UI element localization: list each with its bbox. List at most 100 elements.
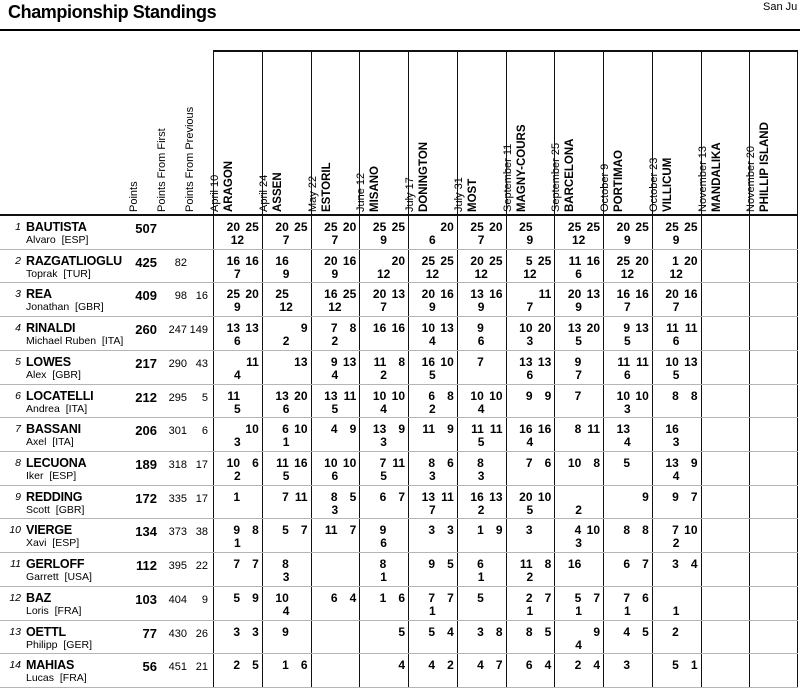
- column-divider: [310, 50, 312, 688]
- race1-points: 20: [567, 287, 582, 302]
- rider-position: 7: [15, 423, 21, 436]
- race1-points: 7: [477, 354, 484, 369]
- rider-position: 1: [15, 221, 21, 233]
- superpole-points: 3: [380, 435, 387, 450]
- rider-nationality: ITA: [60, 403, 87, 415]
- points-from-first: 318: [168, 459, 187, 471]
- race2-points: 9: [447, 422, 454, 437]
- race1-points: 10: [665, 354, 679, 369]
- race2-points: 13: [342, 354, 357, 369]
- race1-points: 16: [519, 422, 533, 437]
- race2-points: 16: [586, 253, 600, 268]
- row-divider: [0, 417, 798, 419]
- round-date: September 25: [550, 142, 563, 212]
- rider-nationality: GER: [58, 639, 92, 651]
- race1-points: 16: [275, 253, 289, 268]
- race2-points: 9: [544, 388, 552, 403]
- superpole-points: 3: [234, 435, 241, 450]
- superpole-points: 5: [526, 502, 534, 517]
- round-date: July 31: [452, 177, 465, 212]
- race2-points: 11: [294, 489, 308, 504]
- superpole-points: 7: [234, 266, 241, 281]
- column-divider: [408, 50, 409, 688]
- race1-points: 10: [275, 590, 289, 605]
- superpole-points: 12: [571, 233, 586, 247]
- rider-firstname: Scott: [26, 503, 50, 516]
- race1-points: 13: [372, 422, 387, 437]
- race2-points: 9: [593, 624, 600, 639]
- rider-position: 2: [15, 254, 21, 267]
- round-circuit: PORTIMAO: [613, 150, 625, 212]
- race2-points: 5: [544, 624, 552, 639]
- page-title: Championship Standings: [8, 2, 217, 22]
- superpole-points: 2: [380, 367, 387, 382]
- superpole-points: 9: [331, 266, 339, 281]
- race1-points: 9: [525, 388, 533, 403]
- race1-points: 25: [470, 220, 484, 234]
- race2-points: 7: [495, 658, 503, 673]
- superpole-points: 2: [526, 570, 534, 585]
- race2-points: 9: [349, 422, 357, 437]
- race1-points: 9: [330, 354, 338, 369]
- race2-points: 16: [635, 287, 649, 302]
- race2-points: 7: [642, 557, 649, 572]
- superpole-points: 2: [331, 334, 339, 349]
- race2-points: 20: [537, 321, 552, 336]
- race2-points: 9: [642, 489, 649, 504]
- race1-points: 3: [428, 523, 435, 538]
- race2-points: 2: [447, 658, 454, 673]
- race2-points: 5: [447, 557, 454, 572]
- superpole-points: 7: [526, 300, 534, 315]
- rider-firstname: Axel: [26, 436, 47, 449]
- rider-firstname-line: AxelITA: [26, 436, 74, 448]
- rider-position: 5: [15, 355, 21, 368]
- points-from-previous: 5: [201, 391, 208, 404]
- rider-points: 425: [135, 254, 157, 270]
- race2-points: 16: [294, 456, 308, 470]
- rider-position: 13: [9, 625, 21, 638]
- row-divider: [0, 552, 798, 554]
- race2-points: 11: [636, 354, 649, 369]
- race1-points: 6: [477, 557, 484, 572]
- row-divider: [0, 585, 798, 587]
- race2-points: 8: [398, 354, 405, 369]
- race1-points: 9: [233, 523, 240, 538]
- race1-points: 16: [372, 321, 387, 336]
- race2-points: 11: [246, 354, 259, 369]
- race1-points: 7: [623, 590, 630, 605]
- race2-points: 13: [489, 489, 503, 504]
- points-from-previous: 9: [201, 593, 208, 606]
- race2-points: 16: [489, 287, 503, 302]
- column-divider: [603, 50, 604, 688]
- race1-points: 13: [567, 321, 582, 336]
- superpole-points: 6: [526, 367, 534, 382]
- round-circuit: MOST: [466, 178, 479, 212]
- superpole-points: 3: [624, 401, 631, 416]
- superpole-points: 12: [376, 266, 391, 281]
- race2-points: 11: [684, 321, 698, 336]
- superpole-points: 12: [230, 233, 245, 247]
- race1-points: 6: [282, 422, 289, 437]
- rider-nationality: GBR: [50, 504, 84, 516]
- race1-points: 4: [477, 658, 484, 673]
- superpole-points: 4: [575, 637, 582, 652]
- race1-points: 6: [623, 557, 630, 572]
- superpole-points: 12: [523, 266, 537, 281]
- race1-points: 11: [617, 354, 630, 369]
- race1-points: 5: [623, 456, 630, 470]
- race1-points: 10: [372, 388, 387, 403]
- race1-points: 3: [525, 523, 533, 538]
- race2-points: 20: [342, 220, 357, 234]
- superpole-points: 2: [672, 536, 680, 551]
- round-date: September 11: [501, 143, 514, 212]
- race1-points: 13: [324, 388, 338, 403]
- rider-nationality: USA: [59, 571, 92, 583]
- race2-points: 5: [642, 624, 649, 639]
- rider-firstname-line: AlvaroESP: [26, 234, 88, 246]
- rider-lastname: MAHIAS: [26, 658, 75, 673]
- rider-points: 103: [135, 591, 157, 607]
- superpole-points: 6: [282, 401, 290, 416]
- points-from-first: 247: [168, 324, 187, 337]
- points-from-first: 395: [168, 560, 187, 573]
